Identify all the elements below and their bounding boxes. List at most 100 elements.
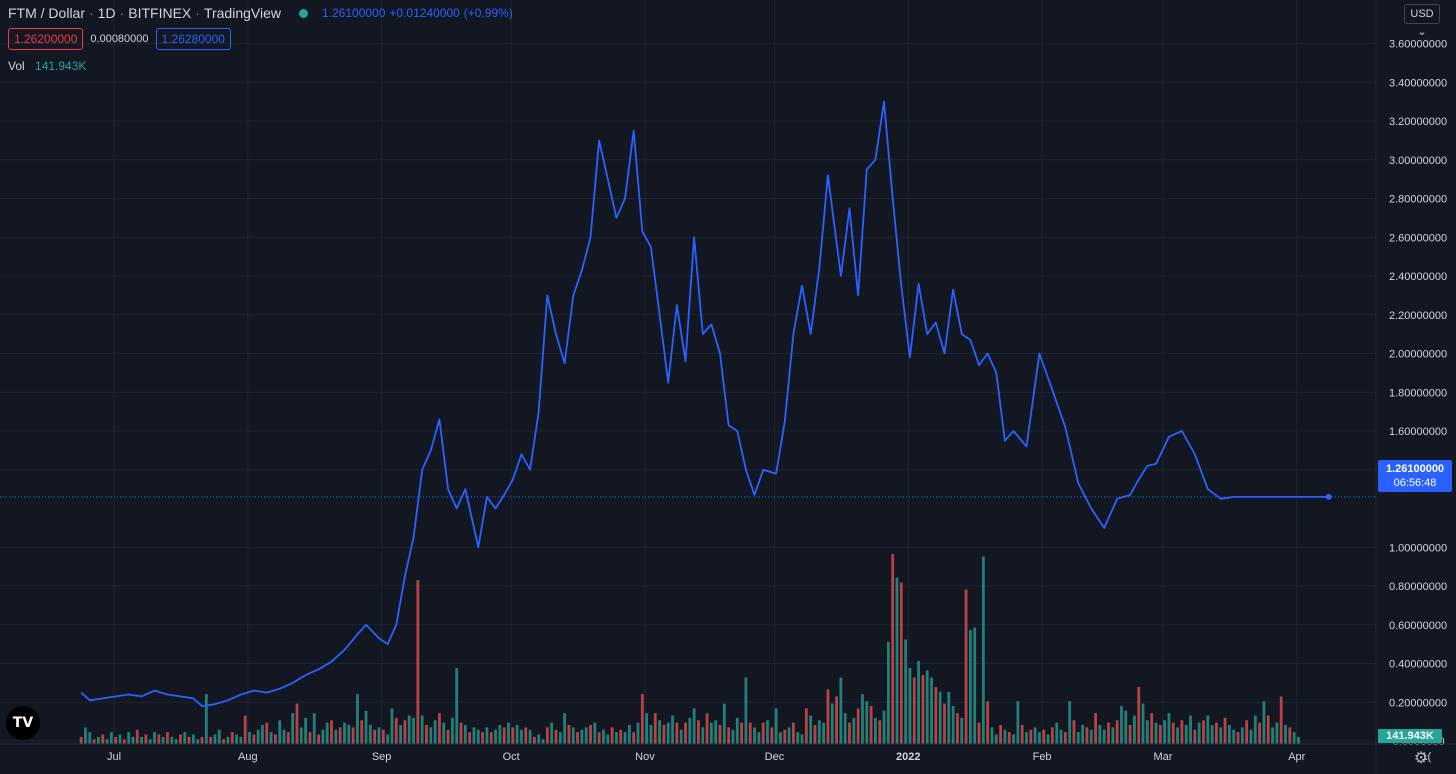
price-tag-value: 1.26100000 xyxy=(1385,463,1445,475)
volume-bar xyxy=(986,701,990,744)
y-tick-label: 0.80000000 xyxy=(1389,581,1447,593)
volume-bar xyxy=(848,722,851,744)
volume-bar xyxy=(308,732,312,744)
volume-bar xyxy=(204,694,208,744)
volume-bar xyxy=(330,720,333,744)
volume-bar xyxy=(744,677,748,744)
volume-bar xyxy=(1133,715,1136,744)
volume-bar xyxy=(368,725,372,744)
volume-bar xyxy=(917,660,920,744)
volume-bar xyxy=(179,734,182,744)
volume-bar xyxy=(697,720,700,744)
volume-bar xyxy=(709,722,713,744)
volume-bar xyxy=(256,729,260,744)
volume-bar xyxy=(533,736,536,744)
volume-bar xyxy=(109,732,113,744)
legend-separator: · xyxy=(195,5,200,21)
volume-bar xyxy=(200,736,204,744)
y-tick-label: 3.40000000 xyxy=(1389,77,1447,89)
volume-bar xyxy=(252,734,256,744)
volume-bar xyxy=(874,717,877,744)
volume-bar xyxy=(1033,727,1037,744)
volume-bar xyxy=(1046,734,1050,744)
y-tick-label: 1.80000000 xyxy=(1389,387,1447,399)
volume-bar xyxy=(1076,732,1080,744)
volume-bar xyxy=(908,668,912,744)
volume-bar xyxy=(1266,715,1270,744)
volume-bar xyxy=(1167,713,1171,744)
volume-bar xyxy=(394,717,398,744)
currency-button[interactable]: USD ⌄ xyxy=(1404,4,1440,38)
volume-bar xyxy=(381,729,385,744)
y-tick-label: 2.20000000 xyxy=(1389,310,1447,322)
volume-bar xyxy=(1059,729,1063,744)
volume-bar xyxy=(1288,727,1292,744)
currency-label: USD xyxy=(1410,8,1434,20)
volume-bar xyxy=(753,727,756,744)
volume-bar xyxy=(520,729,523,744)
y-tick-label: 3.00000000 xyxy=(1389,155,1447,167)
volume-bar xyxy=(688,717,692,744)
volume-bar xyxy=(1176,727,1179,744)
volume-bar xyxy=(226,736,230,744)
volume-bar xyxy=(144,734,148,744)
volume-legend[interactable]: Vol 141.943K xyxy=(8,59,86,73)
volume-bar xyxy=(88,732,92,744)
volume-bar xyxy=(882,710,886,744)
y-tick-label: 0.20000000 xyxy=(1389,697,1447,709)
interval-label: 1D xyxy=(97,5,116,21)
volume-bar xyxy=(956,713,959,744)
exchange-label: BITFINEX xyxy=(128,5,192,21)
volume-bar xyxy=(563,713,567,744)
symbol-legend[interactable]: FTM / Dollar · 1D · BITFINEX · TradingVi… xyxy=(8,4,513,22)
y-tick-label: 1.60000000 xyxy=(1389,426,1447,438)
ask-price-button[interactable]: 1.26280000 xyxy=(155,28,231,50)
chevron-down-icon: ⌄ xyxy=(1417,26,1427,38)
last-price: 1.26100000 xyxy=(321,6,386,20)
volume-bar xyxy=(727,727,731,744)
bid-price-button[interactable]: 1.26200000 xyxy=(8,28,84,50)
volume-bar xyxy=(356,694,359,744)
volume-bar xyxy=(740,722,743,744)
x-tick-label: Apr xyxy=(1288,751,1305,763)
volume-bar xyxy=(692,708,696,744)
volume-bar xyxy=(550,722,554,744)
symbol-name[interactable]: FTM / Dollar xyxy=(8,5,85,21)
volume-bar xyxy=(299,727,303,744)
volume-bar xyxy=(269,732,273,744)
volume-bar xyxy=(653,713,657,744)
volume-tag: 141.943K xyxy=(1378,729,1442,743)
volume-bar xyxy=(865,701,869,744)
volume-bar xyxy=(166,732,169,744)
volume-bar xyxy=(861,694,864,744)
volume-bar xyxy=(261,725,264,744)
volume-bar xyxy=(1145,720,1149,744)
volume-bar xyxy=(1279,696,1283,744)
volume-bar xyxy=(1068,701,1072,744)
volume-bar xyxy=(576,732,579,744)
volume-bar xyxy=(122,739,126,744)
gear-icon[interactable]: ⚙ xyxy=(1413,750,1429,767)
volume-bar xyxy=(498,725,502,744)
volume-bar xyxy=(571,727,575,744)
volume-bar xyxy=(79,736,83,744)
volume-bar xyxy=(990,727,994,744)
y-tick-label: 3.60000000 xyxy=(1389,39,1447,51)
volume-bar xyxy=(407,715,411,744)
volume-bar xyxy=(1042,729,1046,744)
x-tick-label: 1( xyxy=(1421,751,1431,763)
price-line-layer xyxy=(0,100,1376,707)
y-tick-label: 2.80000000 xyxy=(1389,194,1447,206)
last-price-marker xyxy=(1325,493,1332,500)
volume-bar xyxy=(632,732,636,744)
volume-bar xyxy=(584,727,588,744)
volume-bar xyxy=(809,715,813,744)
volume-bar xyxy=(779,732,782,744)
tradingview-logo-icon[interactable]: TV xyxy=(6,706,40,740)
volume-bar xyxy=(981,556,985,744)
volume-bar xyxy=(1171,722,1175,744)
volume-bar xyxy=(852,717,856,744)
volume-bar xyxy=(1253,715,1257,744)
volume-bar xyxy=(239,736,243,744)
